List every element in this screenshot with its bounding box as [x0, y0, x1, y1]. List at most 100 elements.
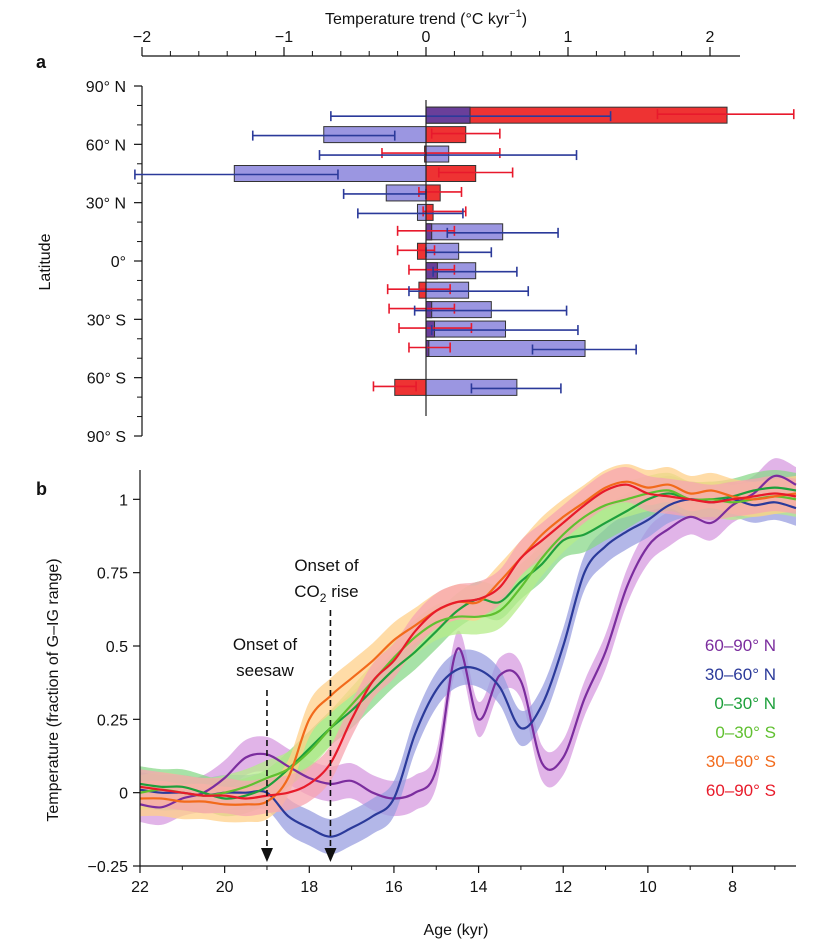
annotation-line-1: Onset of [233, 635, 298, 654]
y-tick-label: −0.25 [88, 859, 129, 876]
panel-a-axes: −2 −1 0 1 2 90° N 60° N 30° N 0° 30° S 60° S 90° S [86, 29, 740, 446]
series-line [139, 474, 797, 809]
blue-error-bar [357, 208, 464, 219]
x-tick-label: 16 [385, 879, 403, 896]
y-tick-label: 0° [111, 254, 126, 271]
x-tick-label: 22 [131, 879, 149, 896]
panel-b-legend: 60–90° N 30–60° N 0–30° N 0–30° S 30–60° S 60… [705, 636, 776, 800]
x-tick-label: 14 [470, 879, 488, 896]
y-axis-title-b: Temperature (fraction of G–IG range) [45, 558, 62, 821]
blue-error-bar [408, 286, 530, 297]
annotation-line-2: seesaw [236, 661, 294, 680]
y-tick-label: 0.5 [106, 639, 128, 656]
y-tick-label: 30° S [87, 312, 126, 329]
y-axis-title-a: Latitude [37, 233, 54, 290]
latitude-band [408, 262, 518, 280]
x-tick-label: 0 [422, 29, 431, 46]
red-error-bar [408, 342, 451, 353]
latitude-band [251, 126, 501, 144]
blue-bar [233, 165, 427, 182]
series-line [139, 480, 797, 806]
x-tick-label: 10 [639, 879, 657, 896]
red-error-bar [372, 381, 417, 392]
red-bar [425, 203, 434, 221]
x-tick-label: 1 [564, 29, 573, 46]
y-tick-label: 90° S [87, 429, 126, 446]
red-error-bar [437, 167, 514, 178]
latitude-band [342, 184, 463, 202]
legend-entry: 0–30° S [715, 723, 776, 742]
overlap-bar [425, 301, 433, 319]
blue-error-bar [318, 150, 578, 161]
latitude-band [386, 281, 530, 299]
blue-error-bar [134, 169, 339, 180]
y-tick-label: 1 [119, 492, 128, 509]
x-tick-label: 18 [300, 879, 318, 896]
latitude-band [396, 223, 559, 241]
blue-bar [385, 184, 427, 202]
latitude-band [388, 301, 568, 319]
panel-b-annotations: Onset of seesaw Onset of CO2 rise [233, 556, 359, 862]
blue-bar [425, 242, 460, 260]
y-tick-label: 60° S [87, 371, 126, 388]
onset-seesaw-annotation: Onset of seesaw [233, 635, 298, 862]
y-tick-label: 60° N [86, 137, 126, 154]
x-tick-label: 12 [554, 879, 572, 896]
red-bar [416, 242, 427, 260]
red-bar [425, 184, 441, 202]
blue-error-bar [251, 130, 396, 141]
x-tick-label: −2 [133, 29, 151, 46]
legend-entry: 30–60° N [705, 665, 776, 684]
blue-error-bar [430, 325, 579, 336]
arrow-head [260, 848, 273, 862]
annotation-line-2: CO2 rise [294, 582, 358, 605]
red-error-bar [386, 284, 451, 295]
legend-entry: 30–60° S [706, 752, 776, 771]
onset-co2-annotation: Onset of CO2 rise [294, 556, 359, 862]
blue-bar [425, 145, 450, 163]
latitude-band [398, 320, 579, 338]
latitude-band [357, 203, 467, 221]
legend-entry: 60–90° S [706, 781, 776, 800]
x-axis-title-b: Age (kyr) [424, 922, 489, 939]
series-line [139, 483, 797, 800]
y-tick-label: 90° N [86, 79, 126, 96]
latitude-band [396, 242, 493, 260]
red-error-bar [398, 323, 473, 334]
legend-entry: 0–30° N [714, 694, 776, 713]
y-tick-label: 0.25 [97, 712, 128, 729]
panel-b-axes: −0.25 0 0.25 0.5 0.75 1 22 20 18 16 14 12 10 8 [88, 470, 796, 896]
overlap-bar [425, 320, 436, 338]
latitude-band [372, 378, 562, 396]
blue-error-bar [432, 266, 518, 277]
y-tick-label: 0.75 [97, 566, 128, 583]
blue-bar [323, 126, 427, 144]
x-tick-label: 8 [728, 879, 737, 896]
arrow-head [324, 848, 337, 862]
blue-error-bar [531, 344, 637, 355]
x-tick-label: −1 [275, 29, 293, 46]
blue-bar [425, 223, 504, 241]
blue-error-bar [413, 305, 568, 316]
latitude-band [330, 106, 795, 124]
latitude-band [134, 165, 514, 182]
red-error-bar [656, 109, 795, 120]
annotation-line-1: Onset of [294, 556, 359, 575]
red-bar [394, 378, 427, 396]
panel-b-label: b [36, 479, 47, 499]
panel-b-line-chart: b Temperature (fraction of G–IG range) A… [36, 458, 797, 939]
panel-a-label: a [36, 52, 47, 72]
blue-bar [425, 281, 470, 299]
blue-error-bar [446, 227, 559, 238]
overlap-bar [425, 106, 471, 124]
overlap-bar [425, 262, 438, 280]
x-tick-label: 20 [216, 879, 234, 896]
red-error-bar [381, 148, 501, 159]
overlap-bar [425, 223, 433, 241]
red-bar [425, 106, 728, 124]
latitude-band [318, 145, 578, 163]
red-error-bar [422, 206, 467, 217]
blue-bar [416, 203, 427, 221]
panel-b-series-lines [139, 474, 797, 838]
